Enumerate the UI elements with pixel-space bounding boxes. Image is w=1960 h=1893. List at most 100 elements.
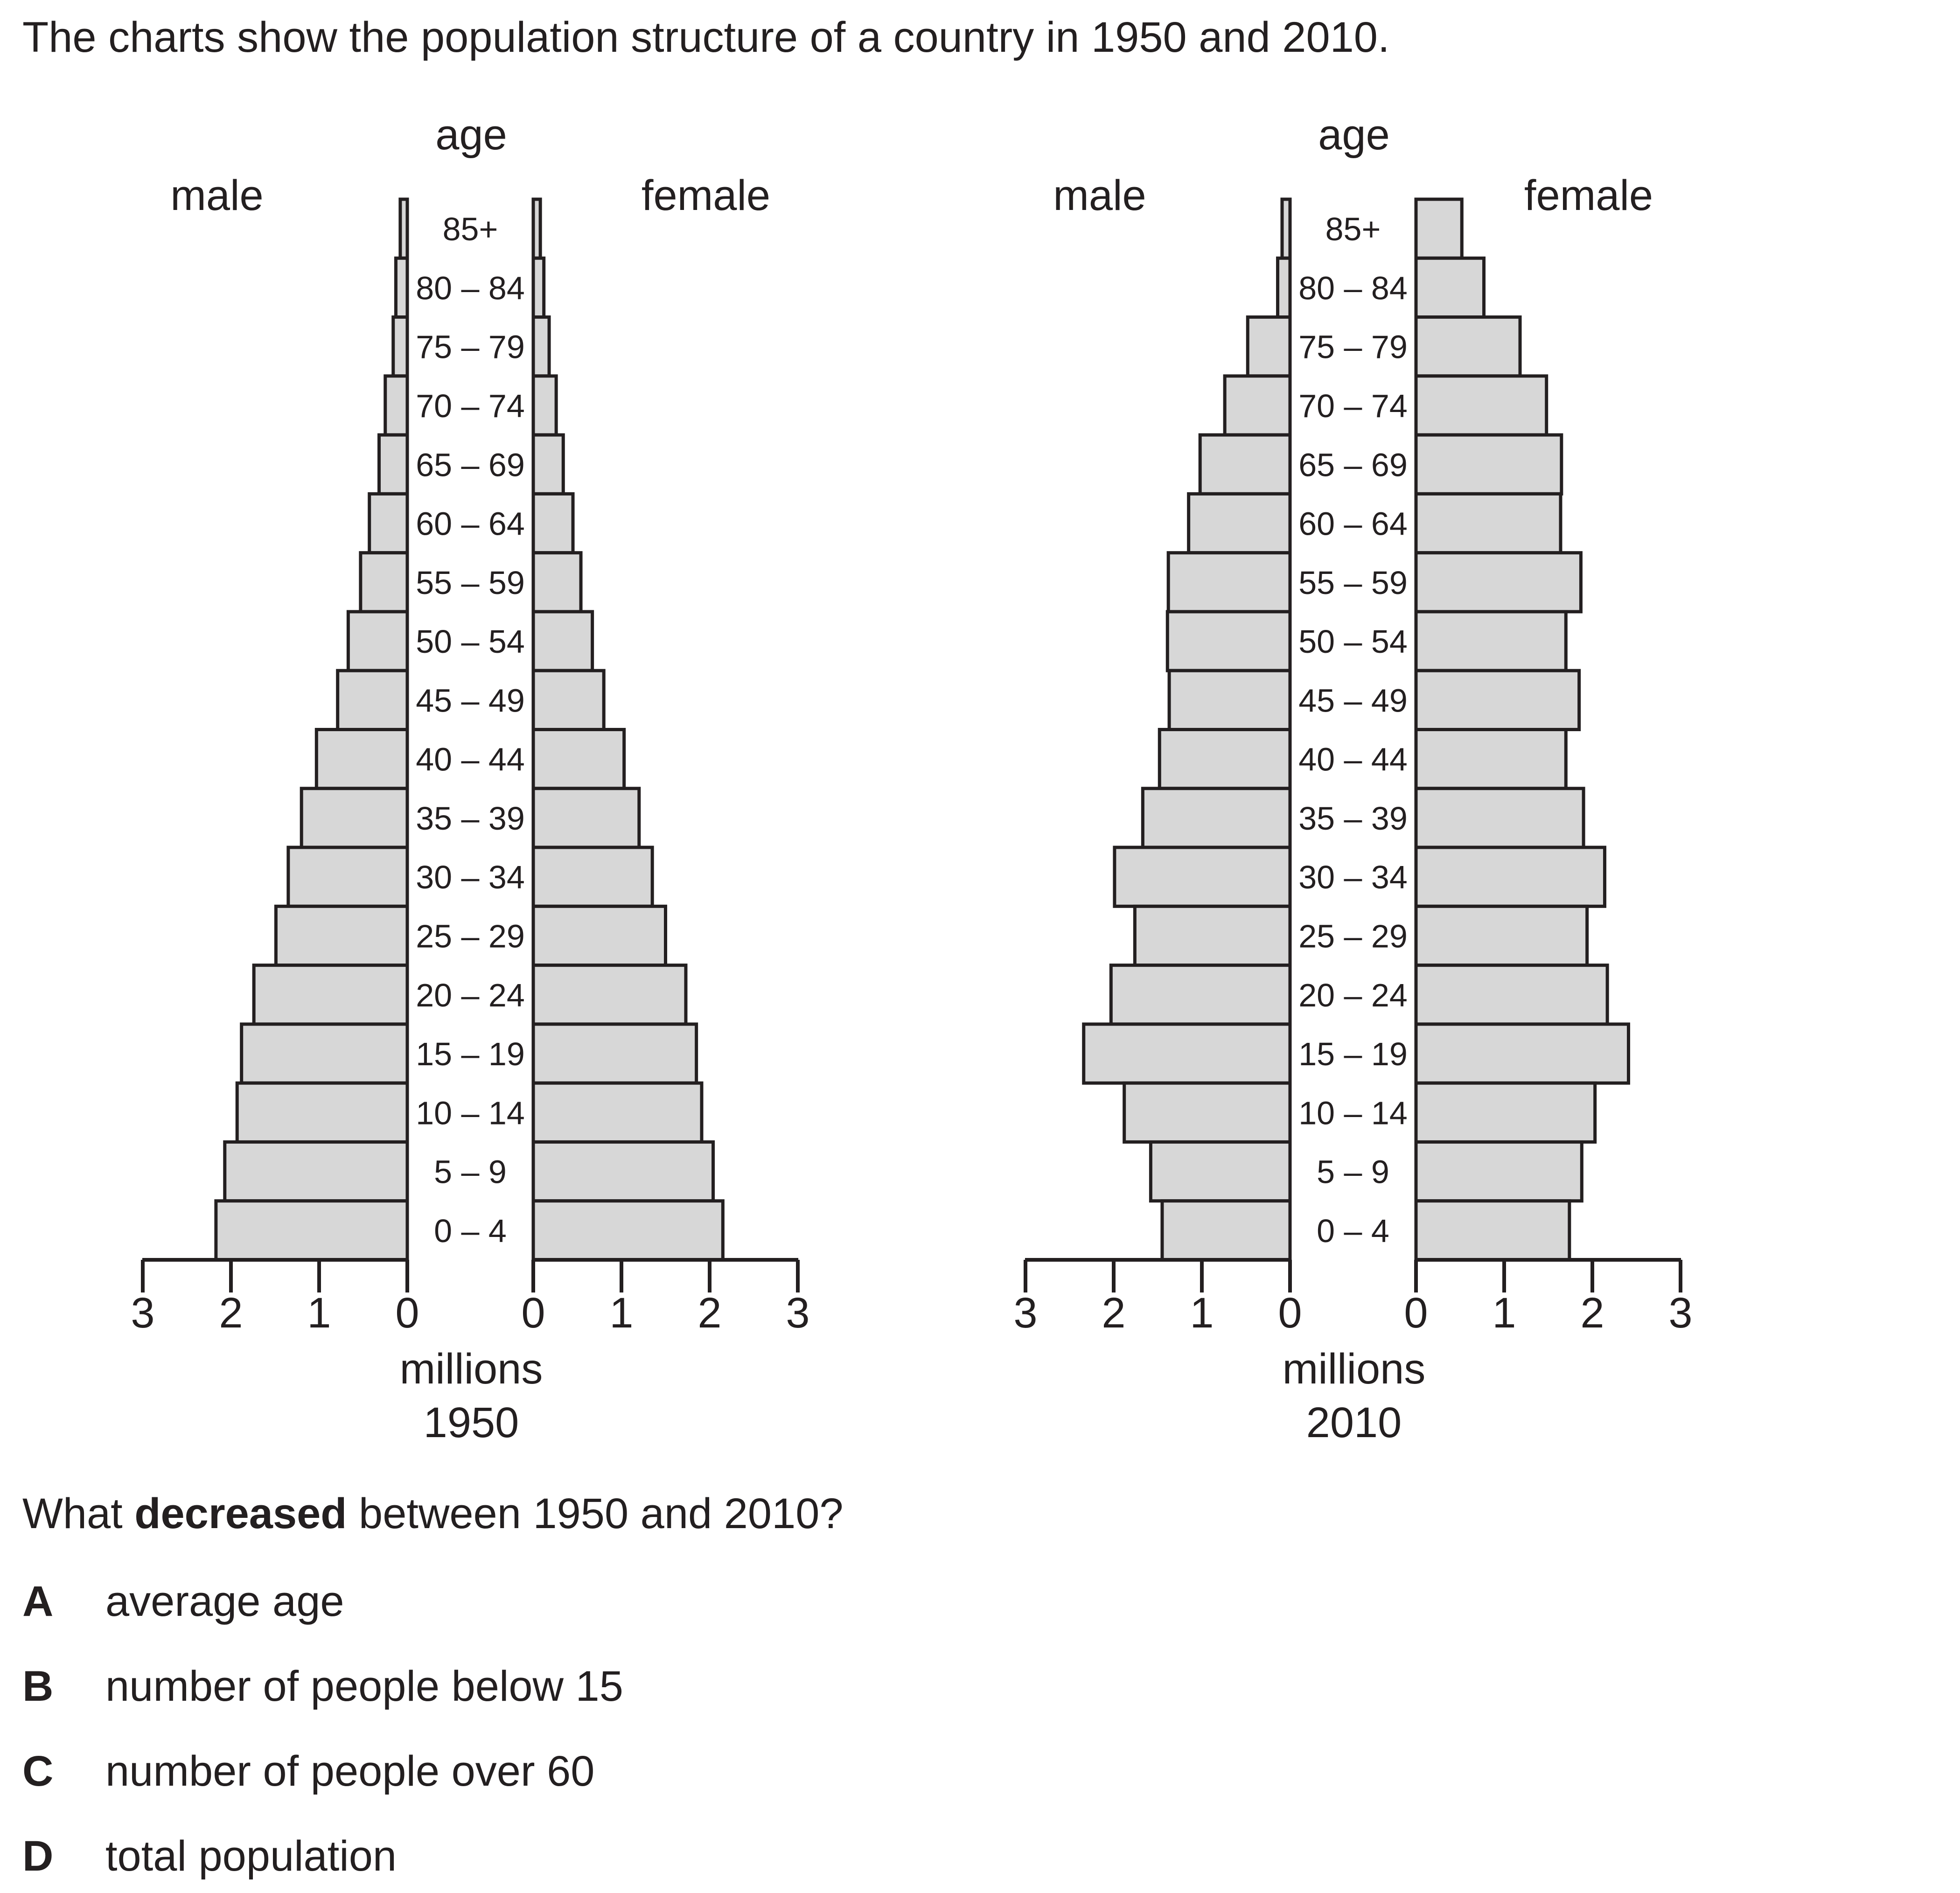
age-group-label: 30 – 34 [416, 859, 525, 895]
male-bar [1123, 1081, 1292, 1144]
male-bar [384, 374, 409, 437]
male-bar [1223, 374, 1292, 437]
male-tick-label: 3 [131, 1289, 154, 1337]
option-letter: D [22, 1832, 54, 1880]
female-tick-label: 1 [1492, 1289, 1516, 1337]
female-bar [1414, 1022, 1630, 1085]
male-bar [1198, 433, 1292, 496]
age-group-label: 50 – 54 [416, 623, 525, 660]
male-bar [1109, 964, 1292, 1026]
female-bar [531, 964, 688, 1026]
male-bar [398, 197, 409, 260]
female-tick-label: 2 [698, 1289, 721, 1337]
question-text: What decreased between 1950 and 2010? [22, 1489, 844, 1538]
male-bar [214, 1199, 409, 1262]
age-group-label: 70 – 74 [1298, 388, 1408, 424]
age-axis-title: age [435, 111, 507, 159]
female-tick-label: 1 [609, 1289, 633, 1337]
x-axis-title: millions [1283, 1345, 1426, 1393]
male-bar [1166, 551, 1292, 614]
female-tick-label: 2 [1580, 1289, 1604, 1337]
male-bar [359, 551, 409, 614]
female-label: female [642, 172, 770, 219]
age-group-label: 5 – 9 [434, 1154, 507, 1190]
male-bar [1158, 728, 1292, 790]
female-bar [1414, 904, 1589, 967]
male-bar [286, 845, 409, 908]
age-group-label: 40 – 44 [416, 741, 525, 778]
male-bar [223, 1140, 409, 1203]
female-bar [1414, 1140, 1583, 1203]
male-tick-label: 2 [1102, 1289, 1125, 1337]
female-bar [531, 197, 542, 260]
age-group-label: 80 – 84 [416, 270, 525, 306]
female-bar [1414, 374, 1548, 437]
male-bar [252, 964, 409, 1026]
male-tick-label: 1 [1190, 1289, 1214, 1337]
male-bar [1165, 610, 1292, 672]
male-label: male [170, 172, 263, 219]
male-bar [300, 787, 409, 849]
male-bar [1113, 845, 1292, 908]
male-bar [368, 492, 409, 555]
age-group-label: 10 – 14 [1298, 1095, 1408, 1131]
female-bar [1414, 964, 1609, 1026]
female-bar [1414, 1199, 1571, 1262]
male-bar [1133, 904, 1292, 967]
option-letter: C [22, 1747, 54, 1795]
male-bar [1276, 256, 1292, 319]
male-bar [1187, 492, 1292, 555]
age-group-label: 5 – 9 [1317, 1154, 1389, 1190]
male-bar [377, 433, 409, 496]
option-letter: A [22, 1578, 54, 1625]
female-bar [531, 904, 667, 967]
female-tick-label: 0 [1404, 1289, 1428, 1337]
age-group-label: 65 – 69 [416, 447, 525, 483]
chart-year-caption: 2010 [1306, 1399, 1402, 1446]
age-group-label: 15 – 19 [1298, 1036, 1408, 1072]
male-tick-label: 3 [1013, 1289, 1037, 1337]
female-bar [531, 315, 551, 378]
age-group-label: 25 – 29 [1298, 918, 1408, 954]
option-text: average age [105, 1578, 344, 1625]
male-tick-label: 1 [307, 1289, 331, 1337]
age-group-label: 60 – 64 [1298, 506, 1408, 542]
female-bar [1414, 1081, 1597, 1144]
male-bar [240, 1022, 409, 1085]
male-bar [394, 256, 409, 319]
female-bar [1414, 551, 1583, 614]
intro-text: The charts show the population structure… [22, 14, 1390, 61]
male-bar [274, 904, 409, 967]
age-group-label: 25 – 29 [416, 918, 525, 954]
male-bar [1280, 197, 1292, 260]
question-suffix: between 1950 and 2010? [347, 1490, 844, 1537]
question-prefix: What [22, 1490, 135, 1537]
female-bar [531, 1140, 715, 1203]
male-bar [1141, 787, 1292, 849]
age-group-label: 85+ [443, 211, 498, 247]
age-group-label: 0 – 4 [1317, 1213, 1389, 1249]
female-bar [1414, 845, 1606, 908]
age-group-label: 20 – 24 [416, 977, 525, 1013]
age-group-label: 75 – 79 [1298, 329, 1408, 365]
age-group-label: 45 – 49 [1298, 682, 1408, 719]
female-bar [1414, 492, 1562, 555]
female-bar [531, 551, 583, 614]
female-tick-label: 3 [1668, 1289, 1692, 1337]
age-group-label: 10 – 14 [416, 1095, 525, 1131]
age-group-label: 50 – 54 [1298, 623, 1408, 660]
male-bar [391, 315, 409, 378]
female-label: female [1524, 172, 1653, 219]
male-label: male [1053, 172, 1146, 219]
male-bar [336, 669, 409, 731]
age-group-label: 80 – 84 [1298, 270, 1408, 306]
option-text: number of people over 60 [105, 1747, 595, 1795]
option-text: number of people below 15 [105, 1662, 623, 1710]
female-bar [531, 1081, 704, 1144]
